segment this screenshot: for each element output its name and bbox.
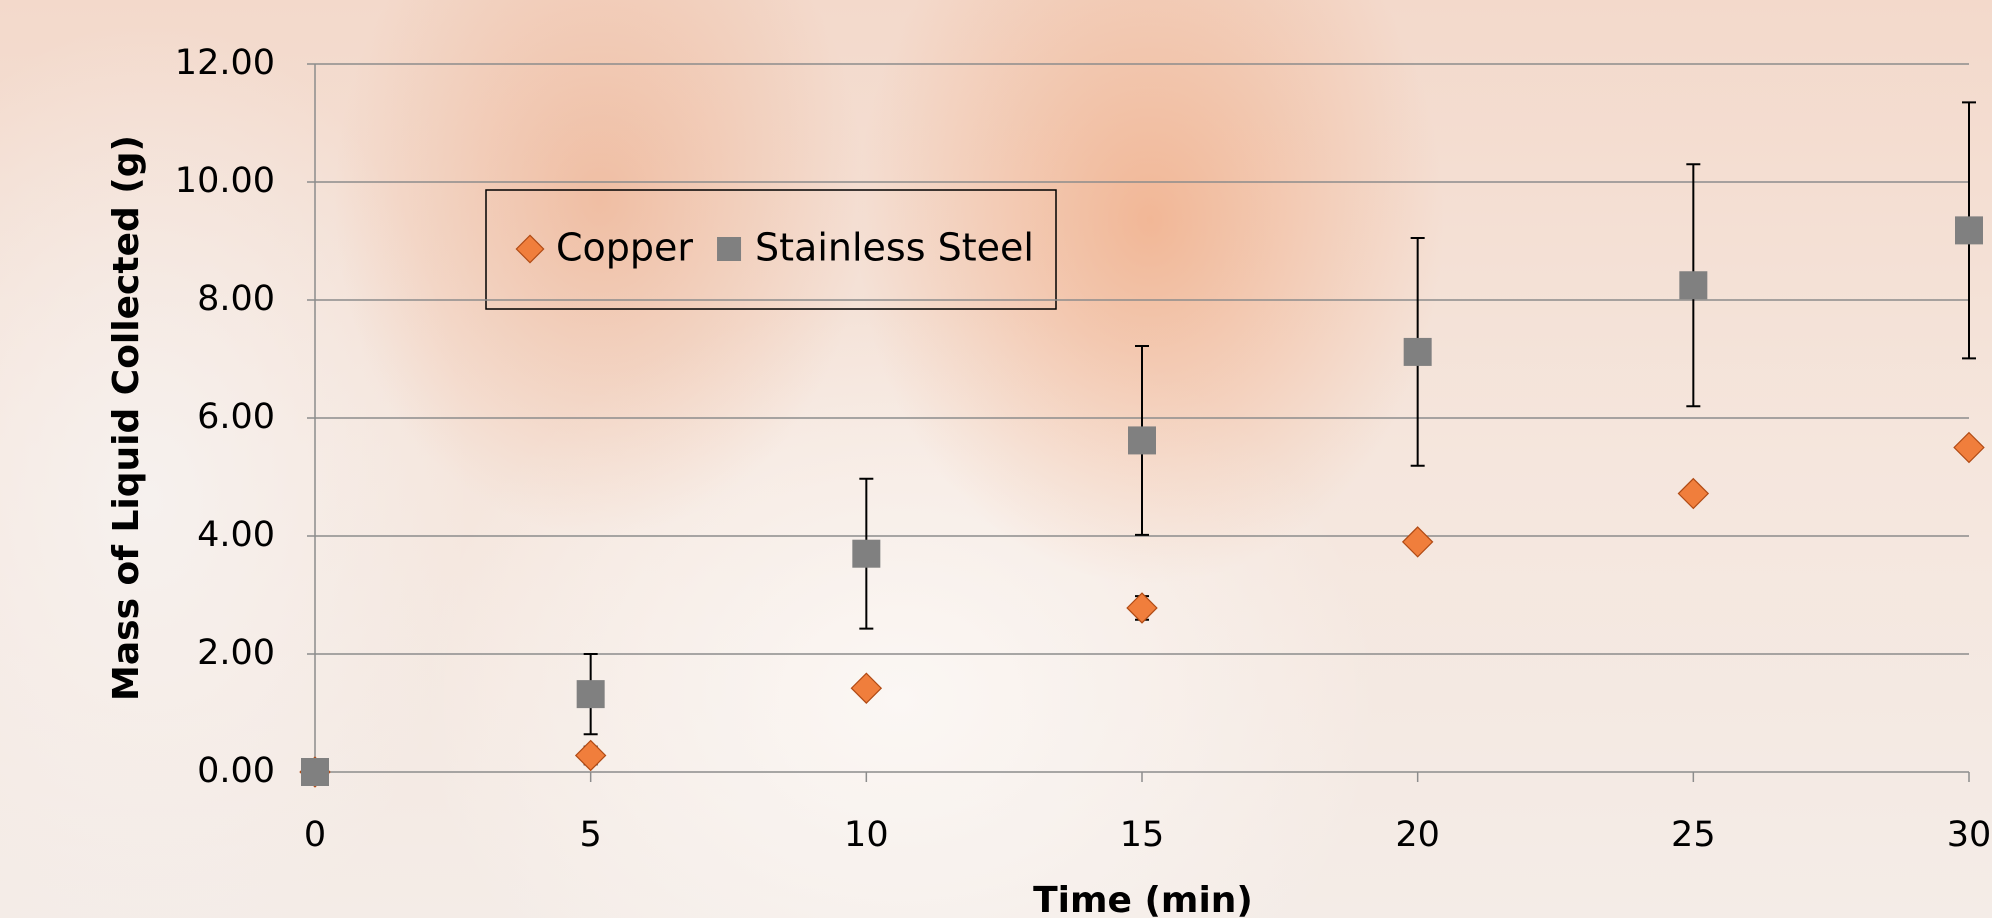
point bbox=[852, 540, 880, 568]
point bbox=[1954, 433, 1984, 463]
y-tick-label: 4.00 bbox=[197, 515, 275, 555]
x-tick-label: 30 bbox=[1947, 815, 1992, 855]
x-tick-label: 0 bbox=[304, 815, 326, 855]
y-tick-label: 10.00 bbox=[175, 161, 275, 201]
x-tick-label: 25 bbox=[1671, 815, 1716, 855]
x-tick-label: 15 bbox=[1120, 815, 1165, 855]
point bbox=[1678, 479, 1708, 509]
legend-marker bbox=[516, 235, 543, 262]
point bbox=[1403, 527, 1433, 557]
y-tick-label: 0.00 bbox=[197, 751, 275, 791]
point bbox=[576, 741, 606, 771]
legend-marker bbox=[717, 237, 741, 261]
x-axis-title: Time (min) bbox=[1033, 880, 1253, 918]
y-tick-label: 6.00 bbox=[197, 397, 275, 437]
point bbox=[577, 680, 605, 708]
y-axis-title: Mass of Liquid Collected (g) bbox=[106, 135, 147, 701]
point bbox=[1404, 338, 1432, 366]
point bbox=[1679, 271, 1707, 299]
point bbox=[1128, 426, 1156, 454]
point bbox=[851, 673, 881, 703]
point bbox=[1955, 216, 1983, 244]
x-tick-label: 5 bbox=[580, 815, 602, 855]
y-tick-label: 12.00 bbox=[175, 43, 275, 83]
legend-label: Stainless Steel bbox=[755, 226, 1034, 270]
y-tick-label: 2.00 bbox=[197, 633, 275, 673]
point bbox=[1127, 593, 1157, 623]
chart: Time (min) Mass of Liquid Collected (g) … bbox=[0, 0, 1992, 918]
y-tick-label: 8.00 bbox=[197, 279, 275, 319]
legend-label: Copper bbox=[556, 226, 693, 270]
point bbox=[301, 758, 329, 786]
x-tick-label: 10 bbox=[844, 815, 889, 855]
x-tick-label: 20 bbox=[1395, 815, 1440, 855]
